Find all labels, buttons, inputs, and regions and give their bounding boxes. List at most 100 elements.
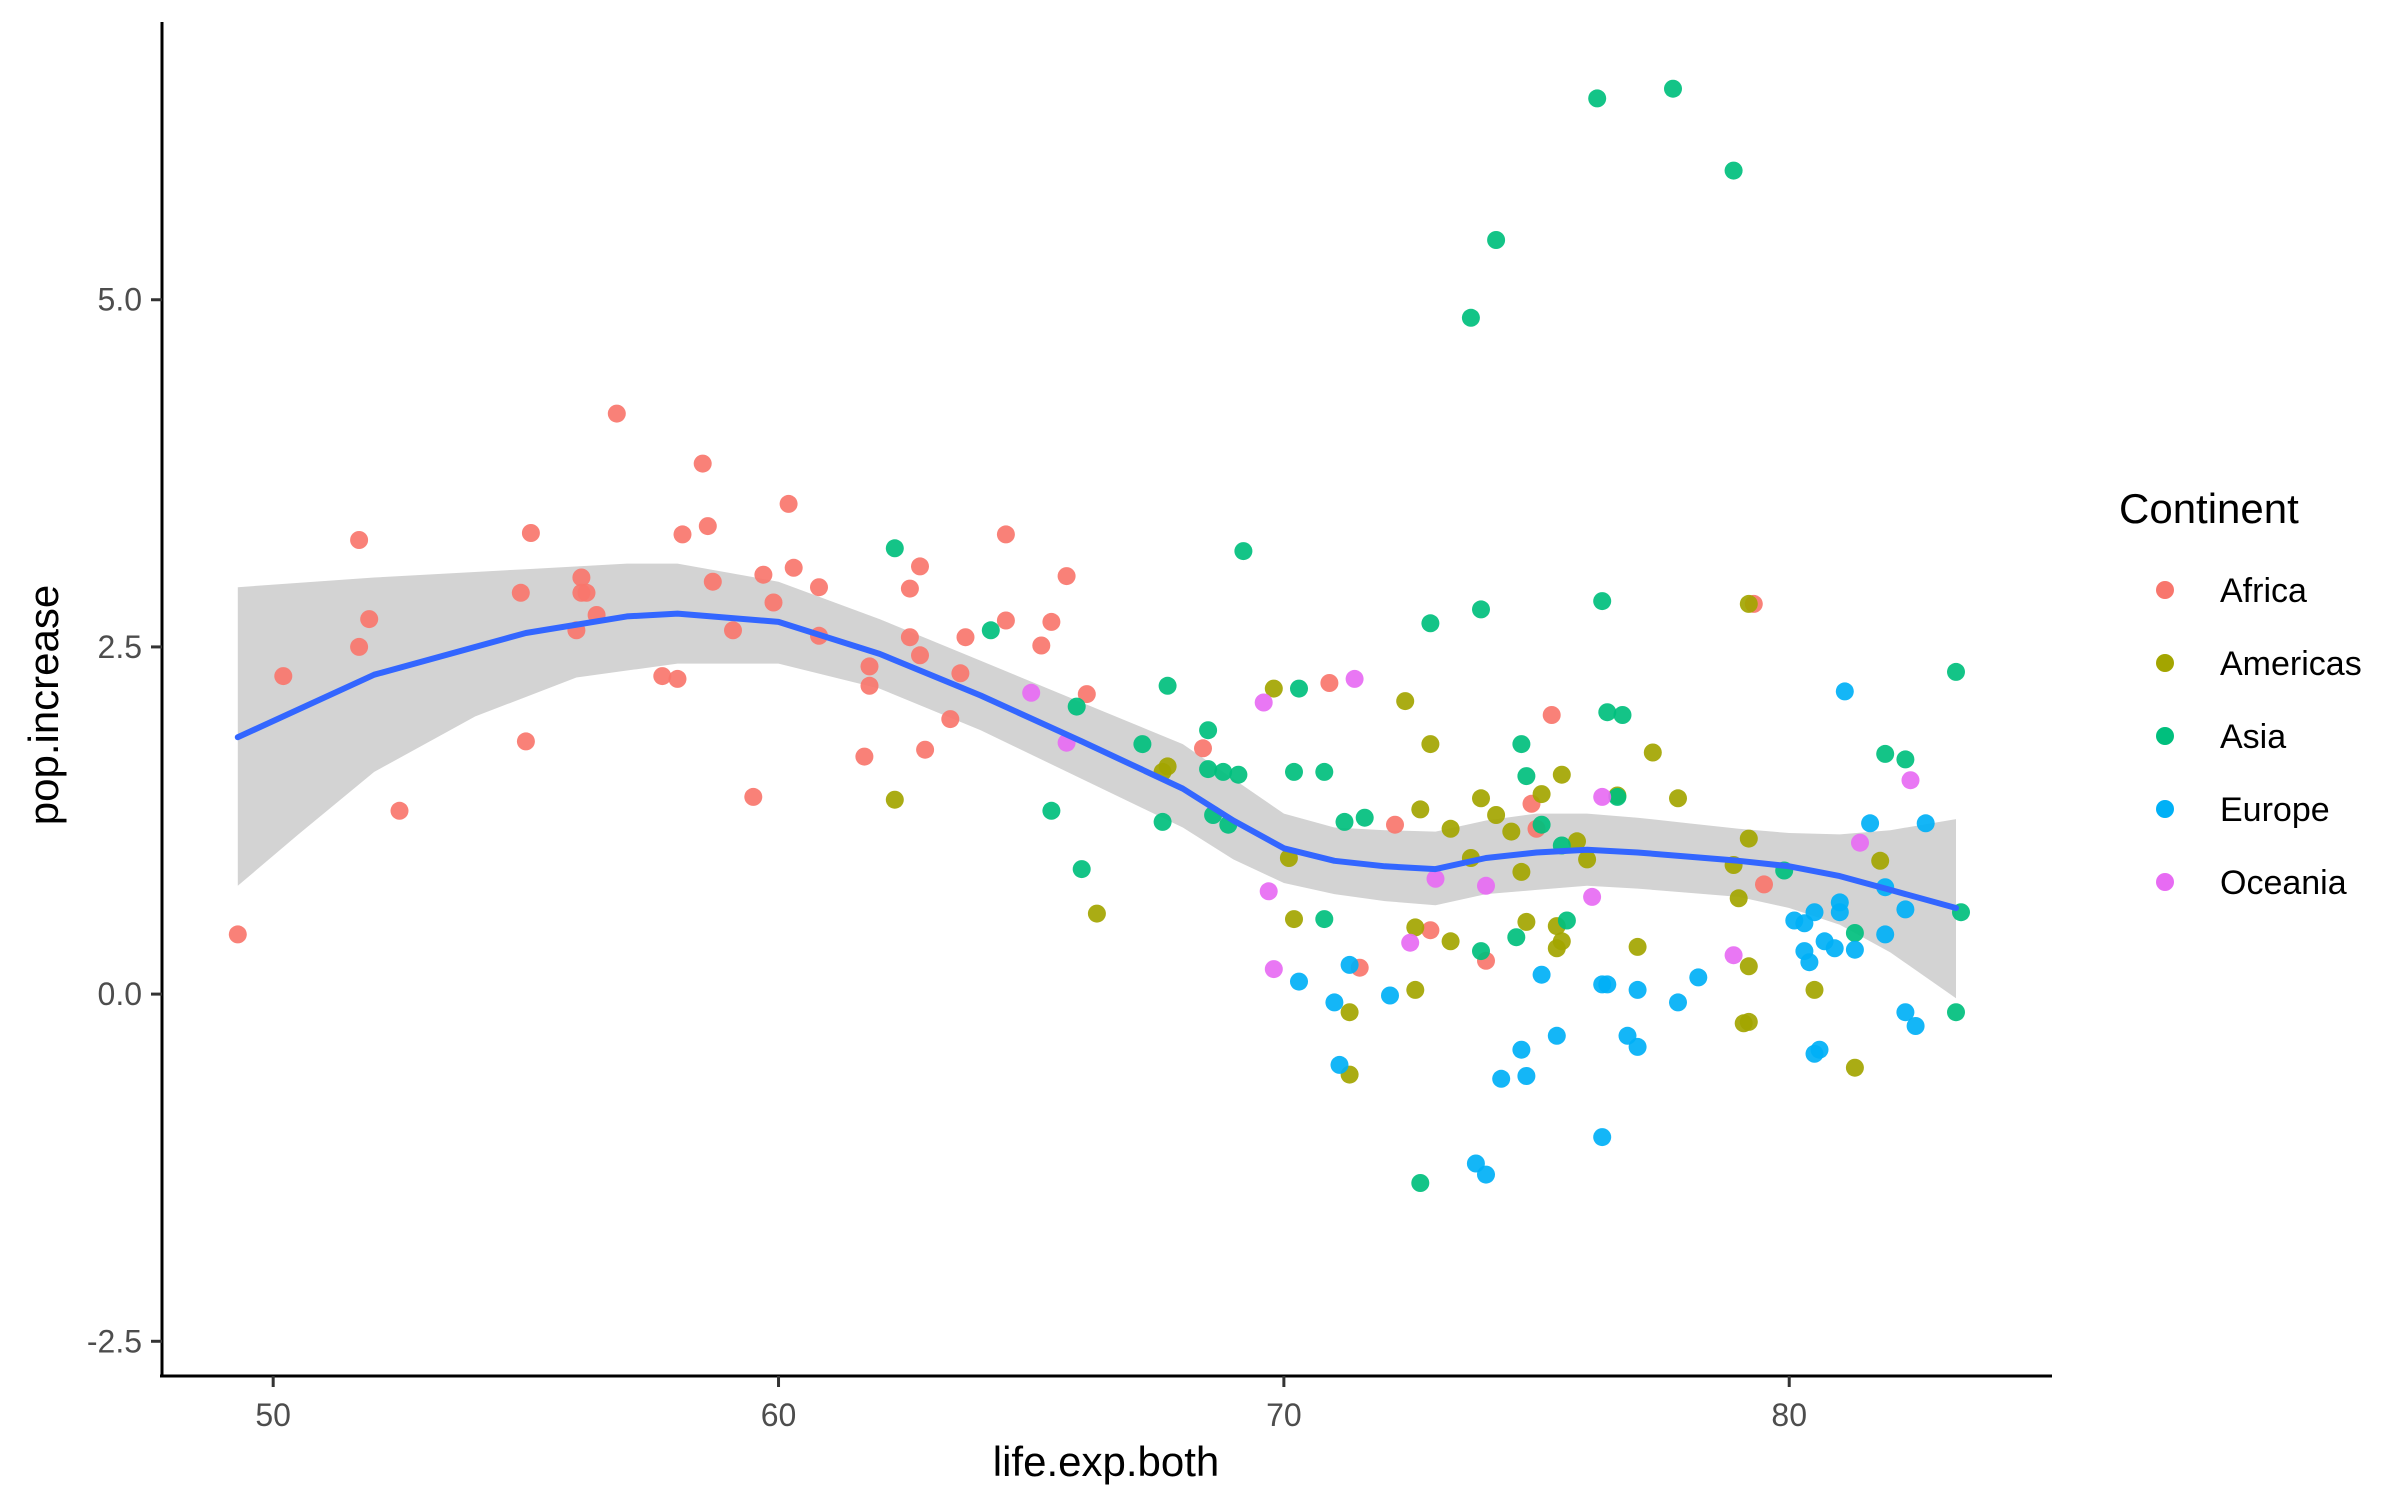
- data-point-asia: [1532, 815, 1551, 834]
- data-point-africa: [810, 578, 828, 597]
- data-point-oceania: [1477, 876, 1495, 895]
- data-point-africa: [516, 732, 535, 751]
- data-point-asia: [1290, 679, 1308, 698]
- y-axis-ticks: -2.5 0.0 2.5 5.0: [87, 282, 162, 1359]
- data-point-americas: [1552, 932, 1571, 951]
- data-point-asia: [1315, 910, 1334, 929]
- data-point-europe: [1512, 1040, 1531, 1059]
- data-point-americas: [1441, 932, 1460, 951]
- legend-label-europe: Europe: [2220, 791, 2330, 829]
- data-point-europe: [1593, 1128, 1612, 1147]
- data-point-europe: [1477, 1165, 1495, 1184]
- y-axis-title: pop.increase: [20, 585, 67, 826]
- data-point-africa: [996, 611, 1015, 630]
- data-point-africa: [521, 524, 540, 542]
- data-point-asia: [1158, 676, 1177, 695]
- data-point-africa: [698, 517, 717, 536]
- legend-key-europe: [2156, 800, 2174, 818]
- y-tick-label: -2.5: [87, 1323, 142, 1359]
- data-point-americas: [1406, 918, 1425, 937]
- data-point-europe: [1830, 893, 1849, 912]
- data-point-africa: [754, 565, 773, 584]
- data-point-oceania: [1259, 882, 1278, 901]
- data-point-africa: [1194, 739, 1212, 758]
- data-point-africa: [779, 494, 798, 513]
- data-point-africa: [703, 572, 722, 591]
- data-point-europe: [1800, 953, 1819, 972]
- data-point-africa: [511, 583, 530, 602]
- data-point-asia: [1234, 542, 1253, 561]
- data-point-asia: [1042, 801, 1061, 820]
- legend-label-asia: Asia: [2220, 718, 2286, 756]
- data-point-africa: [607, 404, 626, 423]
- data-point-africa: [911, 646, 929, 665]
- data-point-oceania: [1022, 683, 1041, 702]
- data-point-europe: [1669, 993, 1687, 1012]
- data-point-europe: [1532, 965, 1551, 984]
- data-point-africa: [1755, 875, 1773, 894]
- data-point-asia: [1355, 808, 1374, 827]
- legend-key-oceania: [2156, 873, 2174, 891]
- data-point-oceania: [1901, 771, 1920, 790]
- data-point-asia: [1199, 721, 1218, 740]
- series-asia: [885, 79, 1970, 1192]
- data-point-americas: [1340, 1003, 1359, 1022]
- data-point-asia: [1507, 928, 1526, 947]
- data-point-oceania: [1593, 787, 1612, 806]
- y-tick-label: 2.5: [98, 629, 142, 665]
- data-point-europe: [1825, 939, 1844, 958]
- data-point-europe: [1861, 814, 1880, 833]
- data-point-americas: [885, 790, 904, 809]
- data-point-africa: [1320, 674, 1339, 692]
- x-axis-ticks: 50 60 70 80: [255, 1376, 1807, 1433]
- data-point-africa: [941, 710, 960, 729]
- data-point-americas: [1739, 1012, 1758, 1031]
- x-tick-label: 60: [761, 1397, 797, 1433]
- data-point-africa: [350, 531, 369, 549]
- data-point-americas: [1441, 819, 1460, 838]
- data-point-asia: [1593, 592, 1612, 611]
- data-point-americas: [1532, 785, 1551, 804]
- data-point-africa: [1542, 706, 1561, 724]
- data-point-europe: [1916, 814, 1935, 833]
- data-point-americas: [1669, 789, 1687, 808]
- smooth-line-group: [234, 610, 1959, 911]
- data-point-americas: [1502, 822, 1521, 841]
- data-point-africa: [956, 628, 975, 647]
- data-point-europe: [1805, 903, 1824, 922]
- data-point-americas: [1487, 806, 1506, 824]
- data-point-americas: [1406, 980, 1425, 999]
- series-europe: [1290, 682, 1935, 1184]
- data-point-oceania: [1426, 869, 1445, 888]
- data-point-europe: [1906, 1017, 1925, 1035]
- data-point-africa: [860, 676, 879, 695]
- data-point-americas: [1845, 1058, 1864, 1077]
- smooth-line: [234, 610, 1959, 911]
- data-point-asia: [885, 539, 904, 558]
- data-point-europe: [1517, 1067, 1536, 1085]
- data-point-africa: [653, 667, 672, 686]
- data-point-asia: [1517, 767, 1536, 786]
- data-point-americas: [1087, 904, 1106, 923]
- data-point-americas: [1264, 679, 1283, 698]
- y-tick-label: 0.0: [98, 976, 142, 1012]
- data-point-americas: [1552, 765, 1571, 784]
- data-point-asia: [1199, 760, 1218, 779]
- data-point-americas: [1512, 862, 1531, 881]
- data-point-africa: [390, 801, 409, 820]
- data-point-europe: [1810, 1040, 1829, 1059]
- legend: Continent Africa Americas Asia Europe Oceani…: [2119, 485, 2362, 902]
- x-tick-label: 70: [1266, 1397, 1302, 1433]
- data-point-africa: [693, 454, 712, 473]
- confidence-ribbon: [237, 563, 1956, 999]
- data-point-americas: [1578, 850, 1597, 869]
- legend-key-africa: [2156, 581, 2174, 599]
- data-point-europe: [1290, 972, 1308, 991]
- data-point-americas: [1158, 757, 1177, 776]
- data-point-africa: [1057, 567, 1076, 586]
- data-point-asia: [1461, 308, 1480, 327]
- data-point-americas: [1739, 594, 1758, 613]
- data-point-asia: [1472, 942, 1490, 961]
- data-point-asia: [1947, 1003, 1965, 1022]
